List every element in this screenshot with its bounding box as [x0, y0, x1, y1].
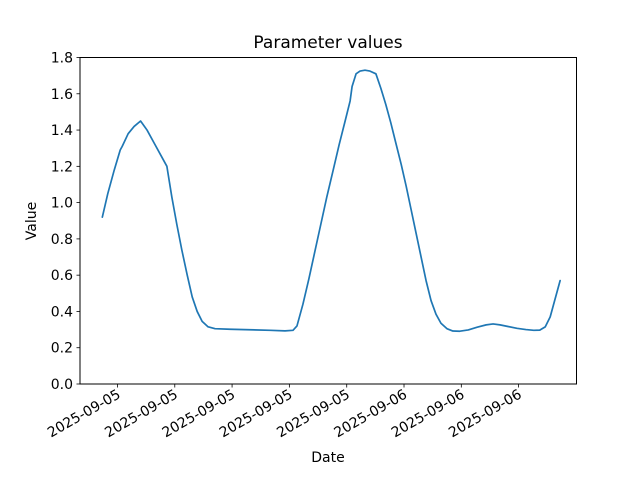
x-axis-ticks: 2025-09-052025-09-052025-09-052025-09-05…	[45, 384, 525, 441]
plot-border	[79, 57, 577, 385]
data-series	[101, 69, 561, 333]
y-axis-ticks: 0.0 0.2 0.4 0.6 0.8 1.0 1.2 1.4 1.6 1.8	[51, 51, 80, 393]
y-tick-label: 0.8	[51, 232, 73, 248]
y-tick-label: 0.4	[51, 304, 73, 320]
chart-title: Parameter values	[253, 33, 402, 53]
x-axis-label: Date	[311, 450, 344, 466]
y-axis-label: Value	[24, 202, 40, 240]
y-tick-label: 0.2	[51, 341, 73, 357]
y-tick-label: 1.8	[51, 51, 73, 67]
y-tick-label: 1.0	[51, 196, 73, 212]
axes-spines	[79, 57, 577, 385]
y-tick-label: 1.2	[51, 159, 73, 175]
series-line-parameter-values	[101, 69, 561, 333]
y-tick-label: 1.6	[51, 87, 73, 103]
y-tick-label: 0.6	[51, 268, 73, 284]
y-tick-label: 1.4	[51, 123, 73, 139]
y-tick-label: 0.0	[51, 377, 73, 393]
